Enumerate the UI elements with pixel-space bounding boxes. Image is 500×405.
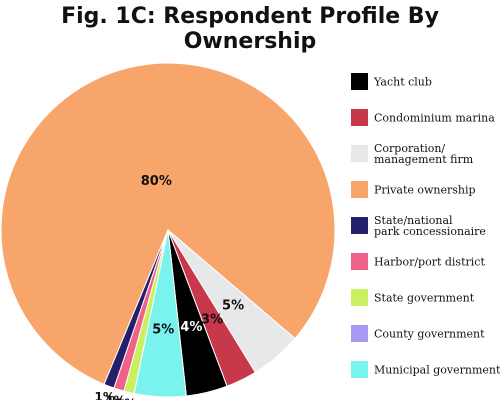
legend-swatch-municipal-government [351, 361, 368, 378]
legend: Yacht club Condominium marina Corporation/… [351, 73, 500, 378]
legend-swatch-corporation-management-firm [351, 145, 368, 162]
pie-slice-state-national-park-concessionaire [103, 229, 169, 389]
pie-data-labels: 80%5%3%4%5%1%1%1% [95, 174, 245, 405]
pie-slices [0, 62, 336, 398]
legend-item-state-national-park-concessionaire: State/national park concessionaire [351, 214, 486, 238]
legend-item-state-government: State government [351, 289, 475, 306]
legend-item-county-government: County government [351, 325, 485, 342]
data-label-private-ownership: 80% [141, 174, 172, 189]
data-label-condominium-marina: 3% [201, 313, 223, 328]
chart-title: Fig. 1C: Respondent Profile By Ownership [61, 4, 439, 54]
data-label-corporation-management-firm: 5% [222, 299, 244, 314]
legend-swatch-yacht-club [351, 73, 368, 90]
legend-label-private-ownership: Private ownership [374, 184, 476, 197]
legend-swatch-state-national-park-concessionaire [351, 217, 368, 234]
legend-label-harbor-port-district: Harbor/port district [374, 256, 485, 269]
legend-swatch-condominium-marina [351, 109, 368, 126]
legend-item-condominium-marina: Condominium marina [351, 109, 495, 126]
data-label-state-national-park-concessionaire: 1% [95, 390, 115, 400]
legend-label-state-national-park-concessionaire: State/national park concessionaire [374, 214, 486, 238]
legend-label-condominium-marina: Condominium marina [374, 112, 495, 125]
legend-swatch-county-government [351, 325, 368, 342]
pie-slice-private-ownership [0, 62, 336, 385]
data-label-yacht-club: 4% [180, 320, 202, 335]
legend-item-municipal-government: Municipal government [351, 361, 500, 378]
legend-item-harbor-port-district: Harbor/port district [351, 253, 485, 270]
legend-label-corporation-management-firm: Corporation/management firm [374, 142, 474, 166]
legend-label-state-government: State government [374, 292, 475, 305]
legend-label-county-government: County government [374, 328, 485, 341]
legend-label-municipal-government: Municipal government [374, 364, 500, 377]
legend-swatch-harbor-port-district [351, 253, 368, 270]
legend-item-corporation-management-firm: Corporation/management firm [351, 142, 474, 166]
legend-swatch-private-ownership [351, 181, 368, 198]
legend-item-private-ownership: Private ownership [351, 181, 476, 198]
legend-swatch-state-government [351, 289, 368, 306]
data-label-municipal-government: 5% [152, 323, 174, 338]
legend-label-yacht-club: Yacht club [373, 76, 432, 89]
legend-item-yacht-club: Yacht club [351, 73, 432, 90]
data-label-harbor-port-district: 1% [105, 394, 125, 400]
